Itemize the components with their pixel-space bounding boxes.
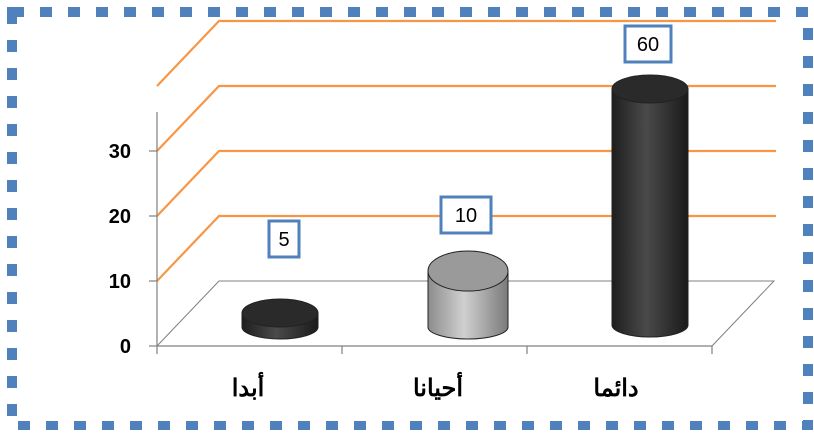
data-label-1: 5 (278, 229, 289, 251)
gridline (156, 19, 776, 87)
x-category-label-2: أحيانا (413, 370, 463, 402)
bar-2-top (427, 250, 509, 292)
bar-3-body (611, 88, 689, 338)
gridline (156, 149, 776, 217)
bar-2 (427, 250, 509, 340)
data-label-box-3 (623, 24, 673, 64)
y-tick-label: 10 (109, 271, 131, 293)
y-tick-label: 30 (109, 141, 131, 163)
data-labels: 5 10 60 (267, 24, 673, 259)
x-axis-categories: أبدا أحيانا دائما (156, 346, 713, 402)
data-label-box-1 (267, 219, 301, 259)
bar-3-top (611, 74, 689, 104)
data-label-3: 60 (637, 34, 659, 56)
y-tick-label: 0 (120, 336, 131, 358)
bar-1 (241, 298, 319, 340)
data-label-2: 10 (455, 205, 477, 227)
bar-3 (611, 74, 689, 338)
y-tick-label: 20 (109, 206, 131, 228)
bar-1-top (241, 298, 319, 328)
x-category-label-1: أبدا (232, 370, 265, 402)
data-label-box-2 (439, 195, 493, 235)
x-category-label-3: دائما (593, 375, 638, 402)
dashed-border (7, 7, 813, 431)
gridlines (156, 19, 776, 282)
gridline (156, 214, 776, 282)
y-axis-ticks: 0 10 20 30 (109, 141, 157, 358)
bars (241, 74, 689, 340)
gridline (156, 84, 776, 152)
